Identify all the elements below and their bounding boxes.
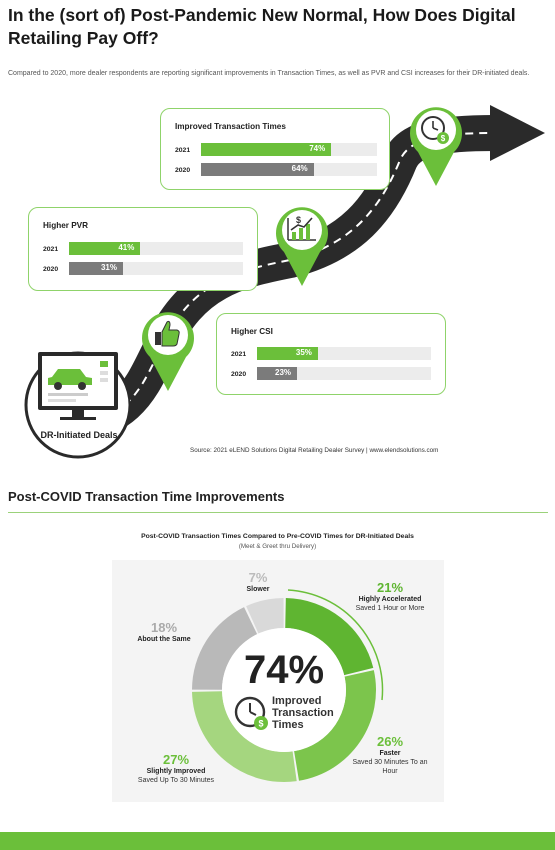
data-label: 41% <box>118 243 135 252</box>
data-label: 64% <box>291 164 308 173</box>
section-title: Post-COVID Transaction Time Improvements <box>8 489 285 504</box>
donut-slice <box>294 670 376 781</box>
donut-slice <box>192 691 297 782</box>
car-monitor-icon <box>24 351 130 459</box>
card-title: Improved Transaction Times <box>175 122 286 131</box>
bar-track: 74% <box>201 143 377 156</box>
card-title: Higher CSI <box>231 327 273 336</box>
card-title: Higher PVR <box>43 221 89 230</box>
tick-label: 2020 <box>175 167 191 174</box>
data-label: 23% <box>275 368 292 377</box>
progress-arc <box>287 589 384 701</box>
bar-track: 64% <box>201 163 377 176</box>
road-arrowhead <box>490 105 545 161</box>
card-transaction-times: Improved Transaction Times 2021 74% 2020… <box>160 108 390 190</box>
growth-chart-icon: $ <box>276 207 328 286</box>
donut-title: Post-COVID Transaction Times Compared to… <box>141 533 414 540</box>
svg-text:$: $ <box>296 215 301 225</box>
bar-track: 41% <box>69 242 243 255</box>
clock-dollar-icon: $ <box>410 107 462 186</box>
thumbs-up-icon <box>142 312 195 391</box>
page-subtitle: Compared to 2020, more dealer respondent… <box>8 70 530 77</box>
source-note: Source: 2021 eLEND Solutions Digital Ret… <box>190 447 439 454</box>
dr-initiated-label: DR-Initiated Deals <box>40 430 118 440</box>
tick-label: 2021 <box>175 147 191 154</box>
bar: 35% <box>257 347 318 360</box>
clock-dollar-icon: $ <box>234 696 268 730</box>
donut-subtitle: (Meet & Greet thru Delivery) <box>238 543 317 550</box>
divider <box>8 512 548 513</box>
footer-bar <box>0 832 555 850</box>
slice-label-about-the-same: 18% About the Same <box>137 620 191 643</box>
road-illustration <box>42 105 545 448</box>
donut-slice <box>246 598 284 634</box>
donut-slice <box>192 607 258 690</box>
tick-label: 2021 <box>231 351 247 358</box>
page-title: In the (sort of) Post-Pandemic New Norma… <box>8 5 516 48</box>
bar-track: 35% <box>257 347 431 360</box>
slice-label-slower: 7% Slower <box>246 570 270 593</box>
bar: 64% <box>201 163 314 176</box>
bar: 23% <box>257 367 298 380</box>
svg-text:$: $ <box>258 719 263 729</box>
donut-center-label: Improved Transaction Times <box>272 695 334 731</box>
slice-label-highly-accelerated: 21% Highly Accelerated Saved 1 Hour or M… <box>355 580 425 612</box>
card-higher-pvr: Higher PVR 2021 41% 2020 31% <box>28 207 258 291</box>
data-label: 31% <box>100 263 117 272</box>
data-label: 35% <box>295 348 312 357</box>
slice-label-faster: 26% Faster Saved 30 Minutes To an Hour <box>352 734 428 775</box>
bar: 31% <box>69 262 123 275</box>
bar: 74% <box>201 143 332 156</box>
tick-label: 2021 <box>43 246 59 253</box>
donut-center-value: 74% <box>244 648 325 692</box>
tick-label: 2020 <box>231 371 247 378</box>
bar-track: 23% <box>257 367 431 380</box>
donut-slice <box>285 598 374 676</box>
slice-label-slightly-improved: 27% Slightly Improved Saved Up To 30 Min… <box>137 752 215 784</box>
svg-text:$: $ <box>441 134 446 143</box>
card-higher-csi: Higher CSI 2021 35% 2020 23% <box>216 313 446 395</box>
bar-track: 31% <box>69 262 243 275</box>
tick-label: 2020 <box>43 266 59 273</box>
data-label: 74% <box>309 144 326 153</box>
bar: 41% <box>69 242 141 255</box>
